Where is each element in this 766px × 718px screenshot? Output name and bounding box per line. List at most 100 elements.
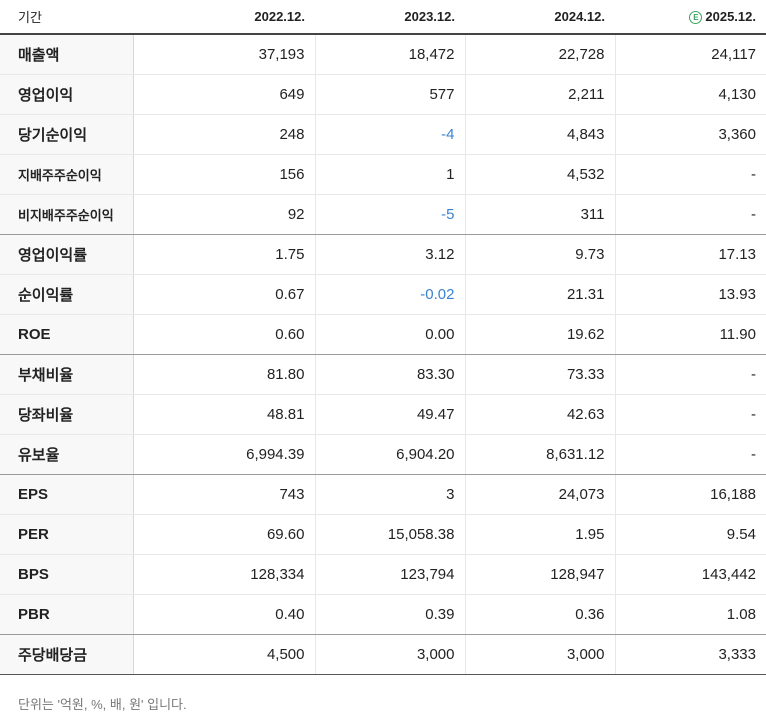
table-cell: 3.12: [314, 234, 465, 275]
table-body: 매출액 37,193 18,472 22,728 24,117 영업이익 649 577 2,2…: [0, 34, 766, 675]
table-row: 지배주주순이익 156 1 4,532-: [0, 154, 766, 195]
table-cell: 128,947: [464, 554, 615, 595]
table-cell: 3,000: [464, 634, 615, 675]
table-cell: 0.67: [132, 274, 315, 315]
table-cell: 69.60: [132, 514, 315, 555]
row-label: 영업이익률: [0, 234, 134, 275]
table-cell: -: [614, 354, 766, 395]
table-cell: 743: [132, 474, 315, 515]
table-cell: -: [614, 434, 766, 475]
table-row: 당기순이익 248 -4 4,843 3,360: [0, 114, 766, 155]
row-label: 당기순이익: [0, 114, 134, 155]
row-label: BPS: [0, 554, 134, 595]
row-label: 매출액: [0, 34, 134, 75]
table-row: 영업이익 649 577 2,211 4,130: [0, 74, 766, 115]
table-cell: 311: [464, 194, 615, 235]
table-cell: 18,472: [314, 34, 465, 75]
table-cell: 16,188: [614, 474, 766, 515]
row-label: PBR: [0, 594, 134, 635]
row-label: ROE: [0, 314, 134, 355]
table-cell: 15,058.38: [314, 514, 465, 555]
table-cell: 22,728: [464, 34, 615, 75]
period-header-label: 기간: [0, 0, 133, 35]
table-cell: 24,073: [464, 474, 615, 515]
row-label: 비지배주주순이익: [0, 194, 134, 235]
table-row: 매출액 37,193 18,472 22,728 24,117: [0, 34, 766, 75]
table-row: PBR 0.40 0.39 0.36 1.08: [0, 594, 766, 635]
table-cell: -0.02: [314, 274, 465, 315]
table-cell: 13.93: [614, 274, 766, 315]
table-cell: 24,117: [614, 34, 766, 75]
table-row: 비지배주주순이익 92 -5 311-: [0, 194, 766, 235]
table-cell: -: [614, 194, 766, 235]
table-cell: 577: [314, 74, 465, 115]
table-cell: 37,193: [132, 34, 315, 75]
table-row: ROE 0.60 0.00 19.62 11.90: [0, 314, 766, 355]
table-cell: 6,904.20: [314, 434, 465, 475]
table-cell: 4,532: [464, 154, 615, 195]
table-cell: 128,334: [132, 554, 315, 595]
period-2022: 2022.12.: [133, 0, 315, 35]
table-cell: 3,333: [614, 634, 766, 675]
financial-table: 기간 2022.12. 2023.12. 2024.12. E 2025.12. …: [0, 0, 766, 675]
row-label: EPS: [0, 474, 134, 515]
row-label: 유보율: [0, 434, 134, 475]
table-cell: 156: [132, 154, 315, 195]
table-cell: 83.30: [314, 354, 465, 395]
period-2023: 2023.12.: [315, 0, 465, 35]
table-cell: 42.63: [464, 394, 615, 435]
table-cell: 21.31: [464, 274, 615, 315]
table-cell: 81.80: [132, 354, 315, 395]
period-2025-estimate: E 2025.12.: [615, 0, 766, 35]
table-cell: 19.62: [464, 314, 615, 355]
table-cell: 92: [132, 194, 315, 235]
table-cell: 3,000: [314, 634, 465, 675]
row-label: 당좌비율: [0, 394, 134, 435]
table-cell: 4,130: [614, 74, 766, 115]
table-cell: 649: [132, 74, 315, 115]
table-cell: 1.95: [464, 514, 615, 555]
table-cell: -4: [314, 114, 465, 155]
unit-footnote: 단위는 '억원, %, 배, 원' 입니다.: [18, 697, 187, 712]
table-row: 유보율 6,994.39 6,904.20 8,631.12-: [0, 434, 766, 475]
table-cell: 2,211: [464, 74, 615, 115]
table-row: EPS 743 3 24,073 16,188: [0, 474, 766, 515]
row-label: 부채비율: [0, 354, 134, 395]
row-label: 영업이익: [0, 74, 134, 115]
period-2024: 2024.12.: [465, 0, 615, 35]
table-row: BPS 128,334 123,794 128,947 143,442: [0, 554, 766, 595]
table-cell: 0.36: [464, 594, 615, 635]
header-row: 기간 2022.12. 2023.12. 2024.12. E 2025.12.: [0, 0, 766, 35]
period-2025-label: 2025.12.: [705, 9, 756, 24]
table-cell: 48.81: [132, 394, 315, 435]
table-cell: -: [614, 394, 766, 435]
table-row: 주당배당금 4,500 3,000 3,000 3,333: [0, 634, 766, 675]
table-row: 순이익률 0.67 -0.02 21.31 13.93: [0, 274, 766, 315]
row-label: PER: [0, 514, 134, 555]
table-cell: -5: [314, 194, 465, 235]
table-cell: 9.73: [464, 234, 615, 275]
table-cell: 3: [314, 474, 465, 515]
table-cell: 143,442: [614, 554, 766, 595]
table-cell: 6,994.39: [132, 434, 315, 475]
table-cell: 0.40: [132, 594, 315, 635]
table-cell: 1.08: [614, 594, 766, 635]
table-cell: 3,360: [614, 114, 766, 155]
estimate-icon: E: [689, 11, 703, 24]
table-cell: 248: [132, 114, 315, 155]
table-cell: 1: [314, 154, 465, 195]
table-cell: 11.90: [614, 314, 766, 355]
row-label: 지배주주순이익: [0, 154, 134, 195]
table-cell: 0.60: [132, 314, 315, 355]
table-row: 영업이익률 1.75 3.12 9.73 17.13: [0, 234, 766, 275]
table-row: PER 69.60 15,058.38 1.95 9.54: [0, 514, 766, 555]
table-cell: 4,843: [464, 114, 615, 155]
table-cell: 8,631.12: [464, 434, 615, 475]
table-cell: -: [614, 154, 766, 195]
table-cell: 17.13: [614, 234, 766, 275]
table-cell: 49.47: [314, 394, 465, 435]
table-cell: 1.75: [132, 234, 315, 275]
table-cell: 0.00: [314, 314, 465, 355]
row-label: 순이익률: [0, 274, 134, 315]
